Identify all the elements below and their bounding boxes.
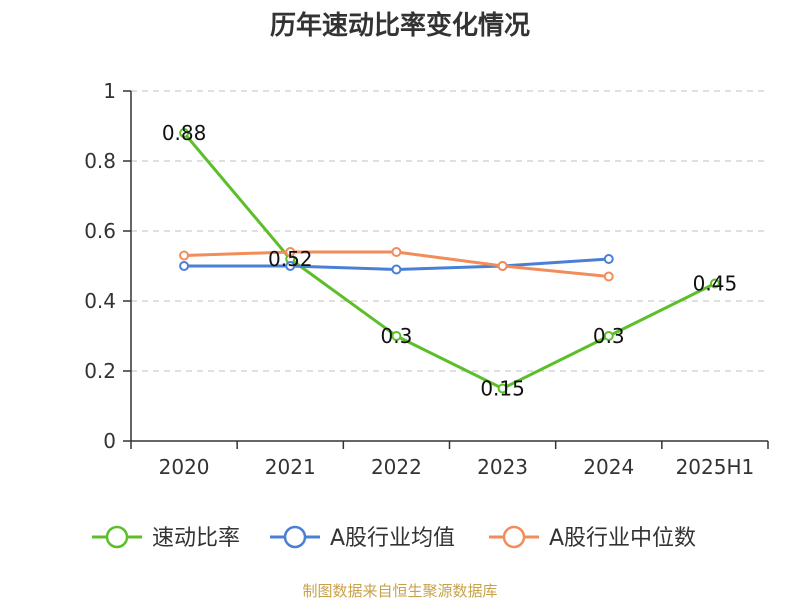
legend-label-1[interactable]: A股行业均值: [330, 526, 455, 551]
series-point-1: [285, 261, 296, 271]
data-label: 0.52: [268, 247, 313, 271]
data-label: 0.45: [693, 272, 738, 296]
data-label: 0.88: [162, 121, 207, 145]
legend-label-0[interactable]: 速动比率: [152, 526, 240, 551]
series-point-2: [285, 247, 296, 257]
legend[interactable]: 速动比率 A股行业均值 A股行业中位数: [92, 525, 696, 551]
data-label: 0.3: [381, 324, 413, 348]
series-point-2: [391, 247, 402, 257]
x-tick-label: 2025H1: [676, 455, 755, 479]
legend-marker-0: [105, 525, 129, 549]
data-label: 0.3: [593, 324, 625, 348]
x-tick-label: 2020: [159, 455, 210, 479]
legend-label-2[interactable]: A股行业中位数: [549, 526, 696, 551]
series-point-0: [179, 128, 190, 138]
chart-title: 历年速动比率变化情况: [270, 10, 530, 41]
y-tick-label: 0.8: [84, 149, 116, 173]
series-point-2: [497, 261, 508, 271]
grid-lines: [131, 90, 768, 372]
y-tick-label: 0.6: [84, 219, 116, 243]
x-tick-label: 2022: [371, 455, 422, 479]
series-point-1: [179, 261, 190, 271]
legend-marker-1: [283, 525, 307, 549]
series-point-1: [603, 254, 614, 264]
series-point-2: [603, 271, 614, 282]
x-tick-label: 2023: [477, 455, 528, 479]
y-tick-label: 1: [103, 79, 116, 103]
x-tick-label: 2024: [583, 455, 634, 479]
series-point-2: [179, 250, 190, 261]
y-tick-label: 0.4: [84, 289, 116, 313]
x-tick-label: 2021: [265, 455, 316, 479]
series-point-0: [497, 383, 508, 394]
data-labels: 0.88 0.52 0.3 0.15 0.3 0.45: [162, 121, 737, 401]
series-lines: [179, 128, 720, 394]
series-line-0: [182, 132, 716, 390]
series-point-0: [603, 331, 614, 341]
y-tick-label: 0: [103, 429, 116, 453]
series-point-0: [391, 331, 402, 341]
legend-marker-2: [502, 525, 526, 549]
data-source-note: 制图数据来自恒生聚源数据库: [302, 582, 497, 600]
axes: 0 0.2 0.4 0.6 0.8 1 2020 2021 2022 2023 2024 2025H1: [84, 79, 769, 479]
series-point-1: [391, 264, 402, 275]
data-label: 0.15: [480, 377, 525, 401]
series-point-0: [709, 278, 720, 289]
y-tick-label: 0.2: [84, 359, 116, 383]
